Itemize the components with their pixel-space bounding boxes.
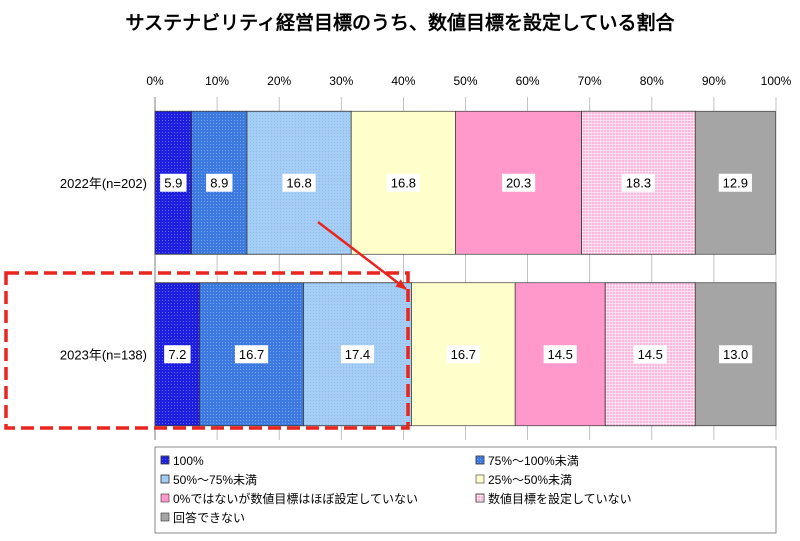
highlight-dashed-box [4, 271, 410, 430]
highlight-arrow [317, 221, 407, 290]
data-label: 14.5 [638, 347, 663, 362]
data-label: 5.9 [164, 175, 182, 190]
data-label-box [282, 173, 316, 192]
x-tick-labels: 0% 10% 20% 30% 40% 50% 60% 70% 80% 90% 100% [146, 74, 791, 88]
data-label: 16.8 [286, 175, 311, 190]
data-label: 16.7 [451, 347, 476, 362]
data-label-box [164, 345, 191, 364]
legend-swatch-texture [160, 474, 170, 484]
legend-label: 50%～75%未満 [173, 473, 257, 487]
legend-label: 75%～100%未満 [488, 454, 579, 468]
x-tick-label: 20% [267, 74, 291, 88]
legend-swatch-texture [475, 493, 485, 503]
legend-box [154, 446, 777, 534]
data-label: 17.4 [345, 347, 370, 362]
x-tick-label: 30% [329, 74, 353, 88]
data-label: 7.2 [168, 347, 186, 362]
legend-swatch [160, 512, 170, 522]
legend-swatch [475, 474, 485, 484]
data-label: 16.7 [239, 347, 264, 362]
data-label-box [501, 173, 536, 192]
data-label-box [543, 345, 577, 364]
legend-swatch-texture [475, 455, 485, 465]
data-label-box [719, 345, 753, 364]
data-label-box [234, 345, 269, 364]
data-label: 13.0 [723, 347, 748, 362]
data-label-box [621, 173, 656, 192]
legend-label: 100% [173, 454, 204, 468]
x-tick-label: 90% [702, 74, 726, 88]
x-tick-label: 70% [578, 74, 602, 88]
legend-label: 回答できない [173, 510, 245, 525]
legend-label: 25%～50%未満 [488, 473, 572, 487]
data-label: 18.3 [626, 175, 651, 190]
data-labels: 5.9 8.9 16.8 16.8 20.3 18.3 12.9 7.2 16.7 17.4 16.… [160, 173, 753, 364]
x-tick-label: 40% [391, 74, 415, 88]
data-label: 12.9 [723, 175, 748, 190]
data-label: 14.5 [548, 347, 573, 362]
legend-label: 数値目標を設定していない [488, 491, 632, 506]
chart-title: サステナビリティ経営目標のうち、数値目標を設定している割合 [126, 11, 676, 34]
x-tick-label: 100% [761, 74, 792, 88]
legend-swatch-texture [160, 455, 170, 465]
category-label: 2023年(n=138) [60, 347, 147, 362]
data-label-box [718, 173, 752, 192]
data-label-box [386, 173, 420, 192]
x-tick-label: 50% [453, 74, 477, 88]
category-labels: 2022年(n=202) 2023年(n=138) [60, 176, 147, 363]
x-tick-label: 80% [640, 74, 664, 88]
x-tick-label: 60% [516, 74, 540, 88]
data-label: 8.9 [210, 175, 228, 190]
data-label: 16.8 [391, 175, 416, 190]
data-label-box [446, 345, 480, 364]
legend: 100% 75%～100%未満 50%～75%未満 25%～50%未満 0%ではないが数… [160, 454, 632, 525]
legend-swatch [160, 493, 170, 503]
data-label-box [633, 345, 667, 364]
data-label-box [206, 173, 233, 192]
data-label-box [340, 345, 375, 364]
x-tick-label: 10% [205, 74, 229, 88]
x-tick-label: 0% [146, 74, 164, 88]
category-label: 2022年(n=202) [60, 176, 147, 191]
data-label-box [160, 173, 187, 192]
data-label: 20.3 [506, 175, 531, 190]
legend-label: 0%ではないが数値目標はほぼ設定していない [173, 491, 418, 506]
